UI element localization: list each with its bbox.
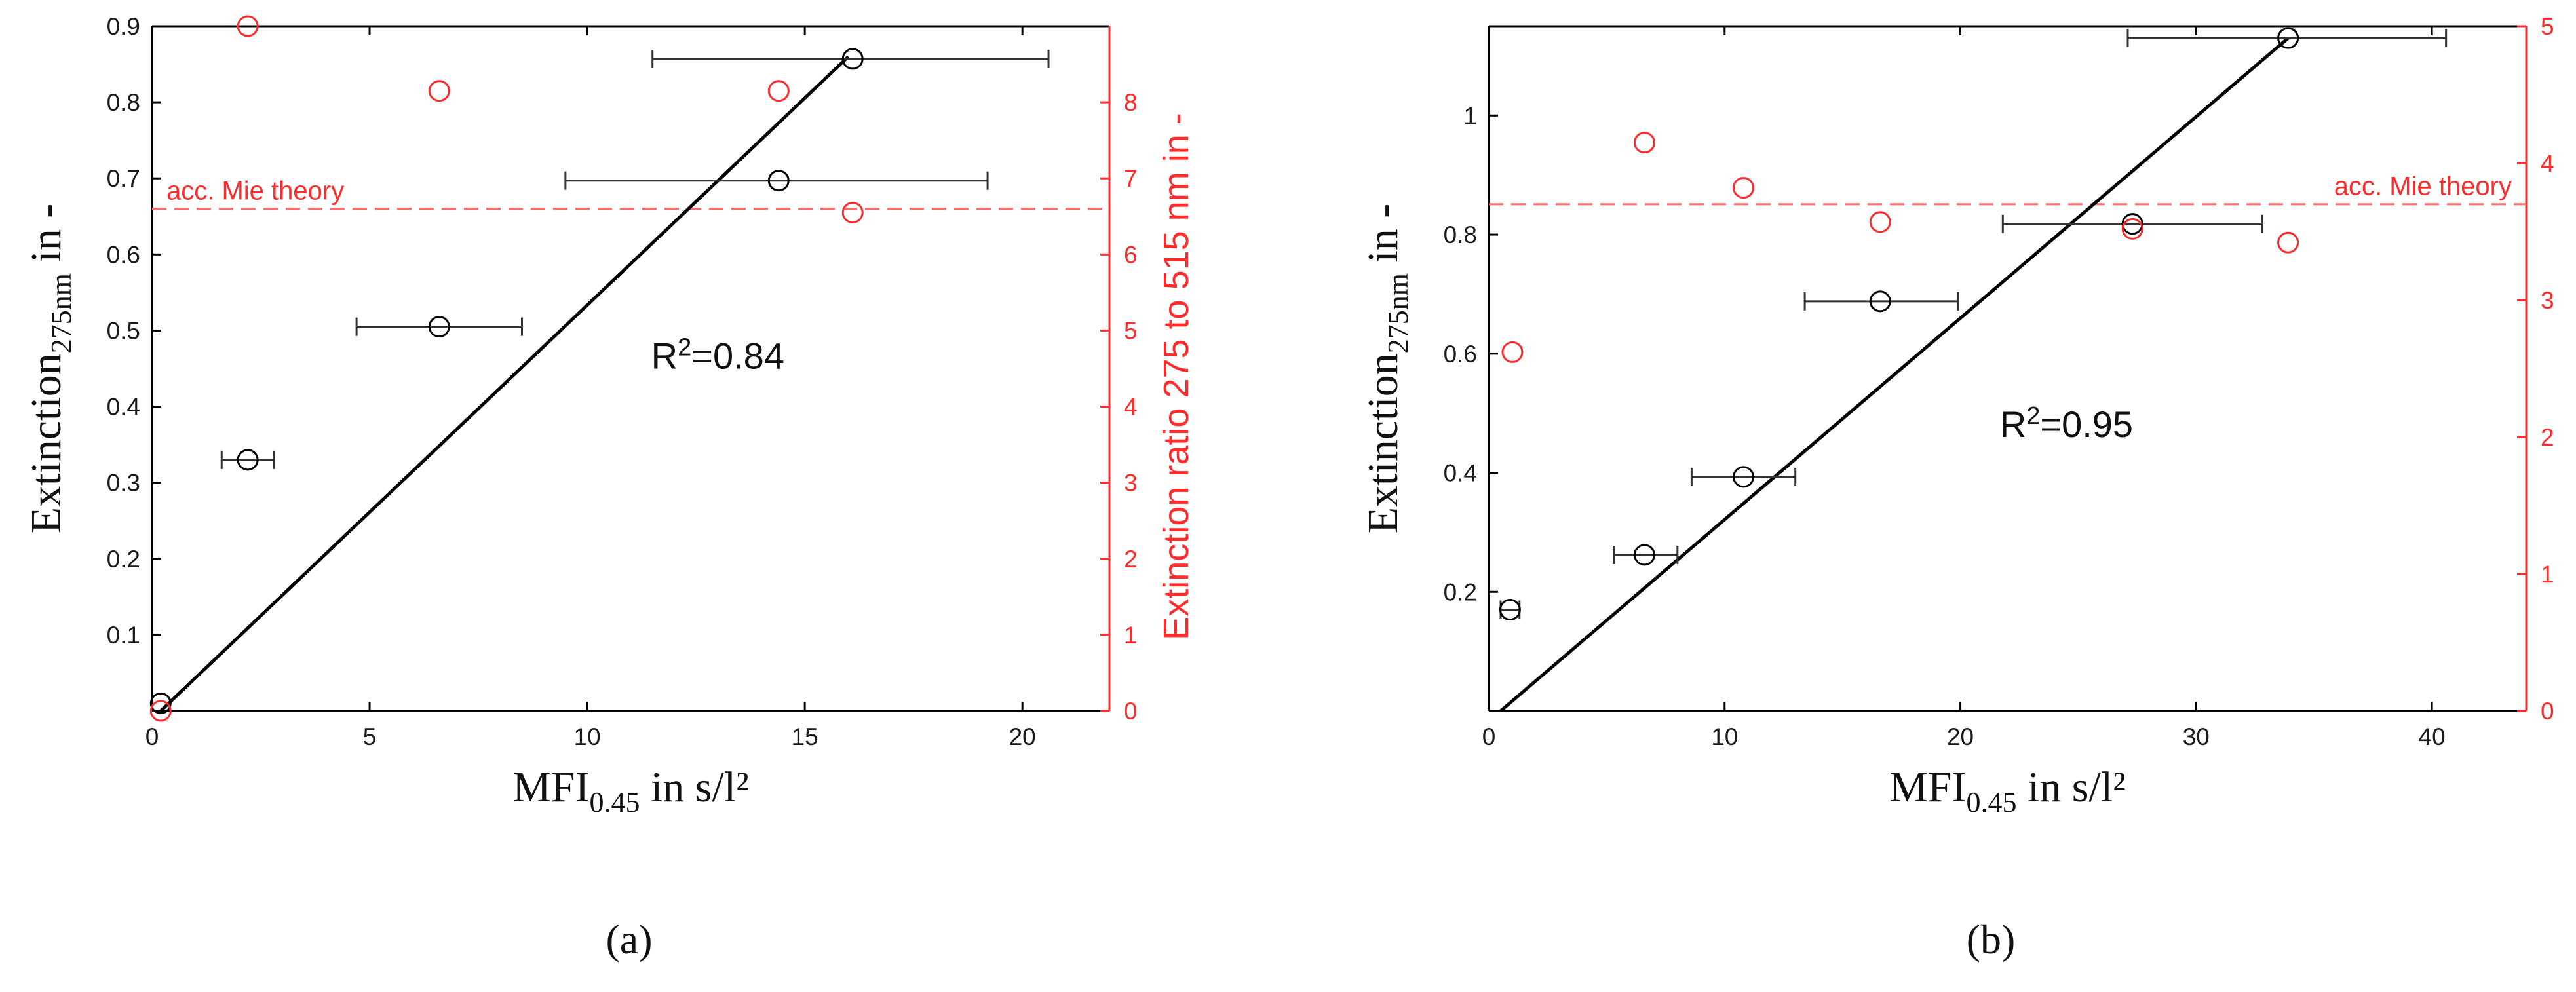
data-point-ratio [149,700,172,722]
data-point-extinction [767,170,790,192]
y-left-tick-label: 0.9 [107,13,140,40]
y-left-tick-label: 0.2 [107,546,140,573]
y-left-tick-label: 0.4 [107,394,140,421]
data-point-extinction [841,48,864,70]
x-axis-title: MFI0.45 in s/l² [1889,763,2126,818]
chart-panel-a: 0 5 10 15 20 0.1 0.2 0.3 0.4 0.5 0.6 0.7 0.8 0.9 0 1 2 3 4… [22,13,1196,963]
y-left-tick-label: 0.6 [107,241,140,268]
fit-line [159,55,850,712]
y-right-tick-label: 5 [1124,317,1138,344]
reference-line-label: acc. Mie theory [2334,172,2512,201]
y-right-tick-label: 5 [2541,13,2554,40]
y-left-tick-label: 0.7 [107,165,140,192]
fit-line [1499,37,2290,712]
y-right-tick-label: 3 [1124,470,1138,497]
y-right-tick-label: 4 [1124,394,1138,421]
y-left-axis-title: Extinction275nm in - [22,204,77,534]
y-left-tick-label: 0.1 [107,622,140,649]
x-tick-label: 10 [574,723,601,750]
x-tick-label: 15 [792,723,818,750]
reference-line-label: acc. Mie theory [166,177,344,206]
data-point-ratio [1869,211,1891,233]
y-right-tick-label: 6 [1124,241,1138,268]
y-left-axis-title: Extinction275nm in - [1359,204,1414,534]
y-right-tick-label: 8 [1124,89,1138,116]
y-right-tick-label: 7 [1124,165,1138,192]
x-tick-label: 0 [145,723,159,750]
y-right-tick-label: 0 [2541,698,2554,725]
y-right-tick-label: 4 [2541,150,2554,177]
x-tick-label: 0 [1482,723,1496,750]
y-left-tick-label: 1 [1463,102,1477,129]
data-point-extinction [1633,544,1655,566]
data-point-extinction [2121,213,2143,235]
x-tick-label: 20 [1947,723,1974,750]
data-point-ratio [767,80,790,102]
y-right-tick-label: 1 [1124,622,1138,649]
x-tick-label: 20 [1009,723,1036,750]
y-left-tick-label: 0.2 [1444,579,1477,605]
data-point-ratio [237,15,259,37]
y-right-tick-label: 1 [2541,561,2554,588]
data-point-ratio [2277,231,2299,254]
x-tick-label: 40 [2419,723,2446,750]
y-right-axis-title: Extinction ratio 275 to 515 nm in - [2573,113,2576,639]
data-point-extinction [237,449,259,471]
data-point-ratio [1501,341,1524,363]
y-right-tick-label: 0 [1124,698,1138,725]
data-point-ratio [428,80,450,102]
y-left-tick-label: 0.8 [107,89,140,116]
r-squared-annotation: R2=0.84 [651,334,784,377]
y-left-tick-label: 0.3 [107,470,140,497]
panel-label: (b) [1967,916,2016,963]
data-point-extinction [1733,466,1755,488]
data-point-extinction [428,316,450,338]
data-point-ratio [2121,218,2143,240]
data-point-extinction [1499,599,1521,621]
x-tick-label: 30 [2183,723,2210,750]
y-right-tick-label: 2 [1124,546,1138,573]
data-point-extinction [149,692,172,714]
y-right-tick-label: 2 [2541,424,2554,451]
data-point-extinction [2277,27,2299,49]
y-left-tick-label: 0.4 [1444,460,1477,487]
x-axis-title: MFI0.45 in s/l² [512,763,749,818]
data-point-ratio [1733,177,1755,199]
x-tick-label: 5 [363,723,377,750]
r-squared-annotation: R2=0.95 [2000,402,2133,445]
y-right-axis-title: Extinction ratio 275 to 515 nm in - [1157,113,1196,639]
x-tick-label: 10 [1711,723,1738,750]
y-left-tick-label: 0.5 [107,317,140,344]
data-point-ratio [841,201,864,223]
y-left-tick-label: 0.6 [1444,341,1477,368]
panel-label: (a) [606,916,652,963]
y-left-tick-label: 0.8 [1444,221,1477,248]
data-point-extinction [1869,290,1891,313]
data-point-ratio [1633,132,1655,154]
y-right-tick-label: 3 [2541,287,2554,314]
